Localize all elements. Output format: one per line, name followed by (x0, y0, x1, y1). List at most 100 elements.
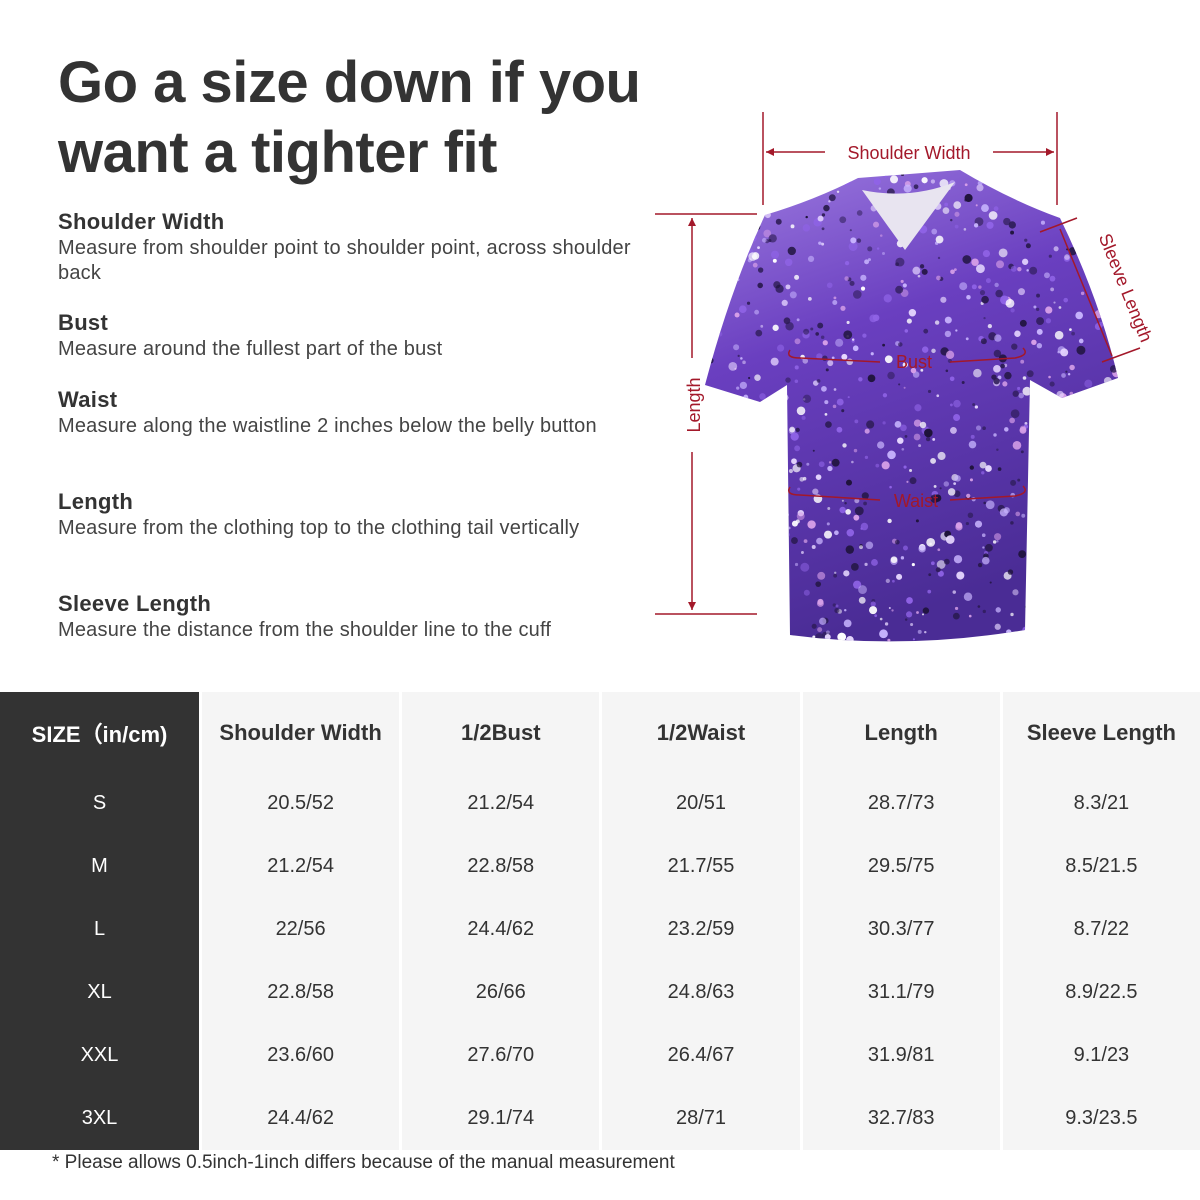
sparkle (1080, 291, 1085, 296)
sparkle (837, 632, 847, 642)
sparkle (872, 314, 880, 322)
sparkle (864, 259, 870, 265)
sparkle (1056, 390, 1064, 399)
sparkle (726, 638, 729, 641)
sparkle (729, 200, 735, 206)
sparkle (924, 428, 933, 438)
sparkle (748, 542, 757, 551)
sparkle (718, 511, 722, 514)
sparkle (1110, 520, 1118, 529)
size-table: SIZE（in/cm) S M L XL XXL 3XL Shoulder Width 20.5… (0, 692, 1200, 1150)
sparkle (1061, 373, 1066, 378)
sparkle (775, 616, 782, 622)
sparkle (1118, 176, 1120, 178)
sparkle (822, 340, 828, 346)
sparkle (853, 580, 862, 589)
table-cell: 8.3/21 (1073, 792, 1130, 814)
sparkle (884, 622, 889, 626)
sparkle (1102, 279, 1108, 286)
sparkle (771, 410, 776, 415)
sparkle (705, 317, 706, 321)
sparkle (826, 630, 830, 635)
sparkle (1101, 507, 1107, 513)
measurement-column: 1/2Waist 20/51 21.7/55 23.2/59 24.8/63 26.4/6… (602, 692, 800, 1150)
sparkle (833, 388, 837, 391)
sparkle (952, 612, 960, 620)
sparkle (765, 170, 773, 174)
sparkle (740, 522, 750, 532)
sparkle (706, 247, 711, 252)
sparkle (1019, 426, 1027, 434)
sparkle (1038, 494, 1043, 499)
sparkle (959, 282, 968, 291)
sparkle (977, 180, 983, 186)
sparkle (1085, 248, 1089, 252)
sparkle (1045, 306, 1053, 314)
sparkle (1007, 569, 1014, 575)
sparkle (864, 562, 868, 566)
sparkle (931, 228, 938, 235)
sparkle (1109, 365, 1118, 373)
sparkle (953, 414, 961, 422)
sparkle (1094, 549, 1101, 556)
sparkle (707, 357, 714, 364)
sparkle (910, 367, 917, 374)
sparkle (1004, 371, 1012, 380)
definition-bust: Bust Measure around the fullest part of t… (58, 309, 638, 362)
sparkle (1036, 343, 1043, 349)
sparkle (777, 344, 785, 352)
sparkle (796, 512, 805, 521)
sparkle (913, 433, 921, 441)
column-header: Shoulder Width (219, 720, 382, 745)
sparkle (996, 540, 999, 543)
sparkle (860, 286, 866, 291)
sparkle (716, 439, 723, 446)
sparkle (1095, 467, 1099, 471)
sparkle (877, 441, 885, 449)
measurement-column: 1/2Bust 21.2/54 22.8/58 24.4/62 26/66 27.6/70… (402, 692, 600, 1150)
sparkle (831, 458, 840, 467)
sparkle (1008, 221, 1016, 229)
sparkle (818, 461, 825, 468)
sparkle (923, 328, 929, 334)
sparkle (722, 519, 729, 525)
sparkle (812, 488, 819, 495)
sparkle (1086, 608, 1094, 616)
sparkle (1109, 182, 1118, 192)
sparkle (1113, 561, 1118, 567)
sparkle (853, 448, 858, 453)
sparkle (1090, 551, 1099, 559)
sparkle (836, 398, 844, 406)
sparkle (1050, 207, 1053, 210)
sparkle (1078, 338, 1084, 344)
sparkle (748, 376, 751, 380)
sparkle (1052, 530, 1055, 534)
sparkle (833, 296, 837, 300)
sparkle (1029, 639, 1033, 642)
sparkle (721, 406, 725, 410)
sparkle (1070, 517, 1076, 523)
definition-length: Length Measure from the clothing top to t… (58, 488, 638, 541)
sparkle (827, 465, 833, 472)
sparkle (705, 540, 707, 549)
sparkle (719, 399, 728, 408)
sparkle (896, 573, 903, 580)
sparkle (852, 290, 862, 299)
sparkle (994, 533, 1002, 541)
sparkle (1081, 406, 1089, 415)
sparkle (815, 332, 819, 336)
sparkle (1029, 504, 1034, 509)
sparkle (833, 573, 838, 578)
sparkle (982, 609, 986, 614)
sparkle (737, 354, 740, 358)
sparkle (796, 406, 806, 416)
sparkle (721, 209, 726, 213)
sparkle (834, 607, 840, 614)
sparkle (794, 338, 801, 345)
sparkle (996, 260, 1005, 269)
sparkle (1103, 418, 1110, 424)
sparkle (847, 396, 850, 399)
sparkle (1010, 409, 1020, 419)
sparkle (954, 224, 959, 229)
sparkle (1083, 503, 1092, 513)
